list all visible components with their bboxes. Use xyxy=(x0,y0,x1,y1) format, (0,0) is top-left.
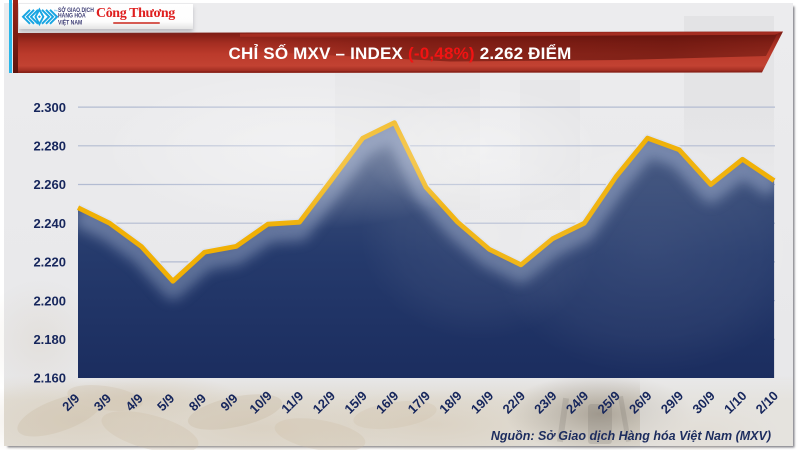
svg-text:2.260: 2.260 xyxy=(33,177,66,192)
svg-text:™: ™ xyxy=(54,8,58,13)
svg-text:2.200: 2.200 xyxy=(33,293,66,308)
svg-text:2.280: 2.280 xyxy=(33,139,66,154)
svg-text:2.180: 2.180 xyxy=(33,332,66,347)
svg-text:2.220: 2.220 xyxy=(33,255,66,270)
svg-text:2.160: 2.160 xyxy=(33,371,66,386)
svg-text:2.300: 2.300 xyxy=(33,100,66,115)
svg-text:2.240: 2.240 xyxy=(33,216,66,231)
